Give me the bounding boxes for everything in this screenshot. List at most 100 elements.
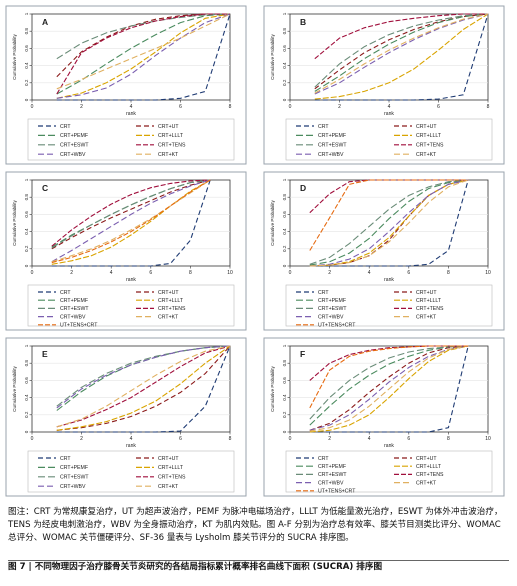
legend-entry: CRT+KT	[158, 152, 179, 158]
x-tick-label: 0	[31, 104, 34, 110]
x-tick-label: 8	[487, 104, 490, 110]
legend-entry: CRT+UT	[416, 456, 437, 462]
y-tick-label: 1	[282, 12, 287, 15]
x-tick-label: 6	[179, 104, 182, 110]
x-tick-label: 0	[289, 104, 292, 110]
series-line-crt	[309, 345, 469, 433]
x-tick-label: 0	[31, 436, 34, 442]
x-tick-label: 2	[328, 270, 331, 276]
legend-entry: CRT+PEMF	[60, 298, 88, 304]
y-tick-label: 0.8	[24, 28, 29, 35]
legend-entry: CRT+KT	[158, 484, 179, 490]
legend-box	[285, 118, 493, 161]
legend-entry: CRT	[318, 124, 329, 130]
legend-entry: UT+TENS+CRT	[60, 323, 98, 329]
x-tick-label: 10	[227, 270, 233, 276]
legend-box	[285, 450, 493, 493]
series-line-crt-eswt	[314, 13, 489, 88]
legend-box	[27, 450, 235, 493]
series-line-crt-wbv	[56, 13, 231, 99]
y-tick-label: 1	[24, 344, 29, 347]
series-line-ut-tens-crt	[51, 179, 211, 264]
y-tick-label: 1	[24, 178, 29, 181]
legend-entry: CRT+LLLT	[158, 133, 184, 139]
x-tick-label: 6	[407, 270, 410, 276]
y-tick-label: 0	[24, 98, 29, 101]
series-line-crt-ut	[56, 345, 231, 431]
x-tick-label: 8	[447, 436, 450, 442]
plot-area	[31, 179, 231, 267]
series-line-crt-eswt	[51, 179, 211, 249]
caption-divider	[8, 560, 509, 561]
series-line-crt-wbv	[309, 179, 469, 267]
x-tick-label: 4	[388, 104, 391, 110]
x-tick-label: 4	[368, 436, 371, 442]
legend-entry: CRT+ESWT	[60, 143, 89, 149]
y-tick-label: 0.2	[282, 245, 287, 252]
x-axis-title: rank	[384, 277, 394, 283]
y-tick-label: 1	[24, 12, 29, 15]
y-tick-label: 0.6	[282, 211, 287, 218]
legend-entry: CRT+UT	[158, 456, 179, 462]
y-tick-label: 0.6	[24, 45, 29, 52]
series-line-crt-eswt	[309, 179, 469, 265]
y-tick-label: 0.6	[24, 211, 29, 218]
y-axis-title: Cumulative Probability	[270, 199, 275, 245]
y-tick-label: 0.4	[282, 62, 287, 69]
y-axis-title: Cumulative Probability	[12, 199, 17, 245]
legend-entry: CRT+WBV	[60, 314, 86, 320]
x-tick-label: 2	[338, 104, 341, 110]
legend-entry: CRT+UT	[416, 290, 437, 296]
chart-panel-a: 0 0.2 0.4 0.6 0.8 1 0 2 4 6 8 rank Cumulative Probab…	[5, 5, 247, 165]
y-tick-label: 0.4	[24, 62, 29, 69]
y-tick-label: 0.4	[24, 228, 29, 235]
series-line-crt-wbv	[51, 179, 211, 263]
y-tick-label: 0.2	[24, 245, 29, 252]
panel-label: E	[42, 349, 48, 359]
y-tick-label: 0.6	[282, 377, 287, 384]
legend-entry: CRT+ESWT	[60, 306, 89, 312]
legend-entry: CRT+LLLT	[158, 298, 184, 304]
series-line-crt-eswt	[56, 13, 231, 60]
y-tick-label: 0.4	[24, 394, 29, 401]
x-tick-label: 4	[130, 436, 133, 442]
series-line-crt-pemf	[309, 345, 469, 426]
figure-caption-body: 图注：CRT 为常规康复治疗，UT 为超声波治疗，PEMF 为脉冲电磁场治疗，L…	[8, 507, 503, 543]
series-line-crt-ut	[309, 345, 469, 431]
legend-entry: CRT+ESWT	[318, 143, 347, 149]
x-tick-label: 0	[289, 270, 292, 276]
legend-entry: CRT+LLLT	[416, 464, 442, 470]
y-tick-label: 0.4	[282, 394, 287, 401]
y-tick-label: 0.4	[282, 228, 287, 235]
y-tick-label: 0.2	[282, 411, 287, 418]
legend-entry: CRT+WBV	[60, 152, 86, 158]
x-axis-title: rank	[126, 443, 136, 449]
series-line-crt-lllt	[309, 345, 469, 433]
x-tick-label: 0	[289, 436, 292, 442]
series-line-crt-eswt	[309, 345, 469, 420]
x-tick-label: 6	[149, 270, 152, 276]
plot-area	[31, 13, 231, 101]
y-tick-label: 0.8	[24, 194, 29, 201]
series-line-crt-lllt	[51, 179, 211, 265]
panel-label: B	[300, 17, 306, 27]
series-line-crt-lllt	[314, 13, 489, 100]
legend-box	[285, 284, 493, 327]
x-tick-label: 4	[110, 270, 113, 276]
x-tick-label: 2	[328, 436, 331, 442]
legend-entry: CRT+PEMF	[318, 298, 346, 304]
legend-entry: CRT+PEMF	[318, 133, 346, 139]
series-line-crt-pemf	[309, 179, 469, 266]
series-line-crt	[309, 179, 469, 267]
y-tick-label: 0	[282, 264, 287, 267]
series-line-crt-tens	[56, 13, 230, 95]
legend-entry: CRT+PEMF	[60, 133, 88, 139]
series-line-crt-lllt	[56, 13, 231, 99]
y-tick-label: 0.2	[282, 79, 287, 86]
legend-entry: CRT+WBV	[318, 480, 344, 486]
x-axis-title: rank	[384, 111, 394, 117]
series-line-crt-kt	[56, 13, 231, 90]
series-line-crt-tens	[314, 13, 488, 60]
